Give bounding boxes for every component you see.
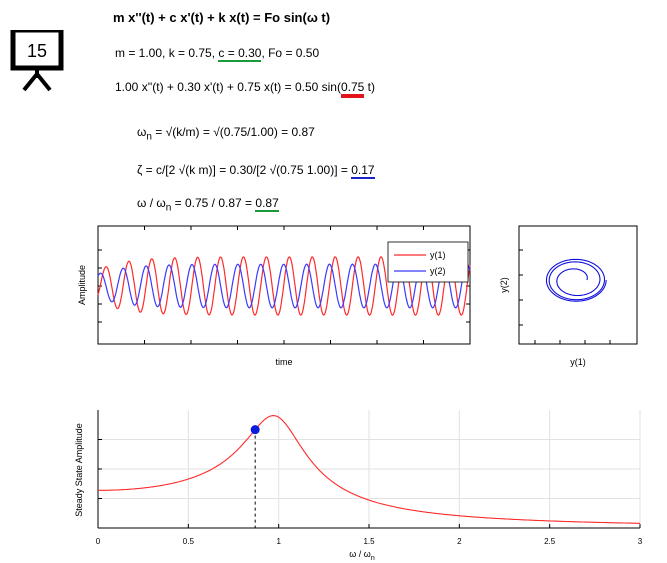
operating-point-marker [250, 425, 260, 435]
phase-plot-frame [518, 225, 638, 345]
params-suffix: , Fo = 0.50 [261, 46, 320, 60]
frequency-ratio-line: ω / ωn = 0.75 / 0.87 = 0.87 [137, 196, 279, 213]
zeta-expression: ζ = c/[2 √(k m)] = 0.30/[2 √(0.75 1.00)]… [137, 163, 352, 177]
ratio-subscript: n [165, 202, 172, 214]
wn-subscript: n [146, 131, 152, 143]
ss-x-label-main: ω / ω [349, 549, 371, 559]
ratio-value: 0.87 [255, 196, 279, 212]
equation-title: m x''(t) + c x'(t) + k x(t) = Fo sin(ω t… [113, 10, 331, 25]
phase-portrait-chart: y(1) y(2) [499, 225, 638, 367]
legend-box [387, 241, 469, 283]
numeric-prefix: 1.00 x''(t) + 0.30 x'(t) + 0.75 x(t) = 0… [115, 80, 341, 94]
x-tick-label: 0.5 [183, 537, 195, 546]
x-tick-label: 1.5 [363, 537, 375, 546]
params-c: c = 0.30 [218, 46, 262, 62]
phase-y-label: y(2) [499, 277, 509, 293]
legend-y1-label: y(1) [430, 250, 446, 260]
time-y-label: Amplitude [77, 265, 87, 305]
ss-x-label-sub: n [371, 555, 375, 562]
legend-y2-label: y(2) [430, 266, 446, 276]
zeta-value: 0.17 [351, 163, 375, 179]
x-tick-label: 0 [96, 537, 101, 546]
numeric-equation: 1.00 x''(t) + 0.30 x'(t) + 0.75 x(t) = 0… [115, 80, 376, 98]
presentation-board-icon: 15 [10, 27, 64, 92]
x-tick-label: 3 [638, 537, 643, 546]
phase-spiral-line [545, 258, 607, 302]
time-x-label: time [275, 357, 292, 367]
response-curve [98, 415, 640, 524]
steady-state-x-ticks: 0 0.5 1 1.5 2 2.5 3 [96, 524, 643, 546]
phase-x-label: y(1) [570, 357, 586, 367]
x-tick-label: 1 [276, 537, 281, 546]
wn-symbol: ω [137, 125, 147, 139]
steady-state-chart: 0 0.5 1 1.5 2 2.5 3 Steady State Amplitude ω /… [74, 410, 643, 562]
time-response-chart: y(1) y(2) time Amplitude [77, 225, 471, 367]
ss-y-label: Steady State Amplitude [74, 423, 84, 517]
damping-ratio-line: ζ = c/[2 √(k m)] = 0.30/[2 √(0.75 1.00)]… [137, 163, 375, 179]
badge-number: 15 [27, 41, 47, 61]
x-tick-label: 2.5 [544, 537, 556, 546]
phase-plot-ticks [519, 249, 611, 344]
series-y2-line [97, 263, 471, 309]
natural-frequency-line: ωn = √(k/m) = √(0.75/1.00) = 0.87 [137, 125, 315, 142]
steady-state-grid [98, 410, 641, 528]
ss-x-label: ω / ωn [349, 549, 375, 562]
numeric-suffix: t) [364, 80, 376, 94]
numeric-omega: 0.75 [340, 80, 365, 98]
ratio-expression: = 0.75 / 0.87 = [171, 196, 256, 210]
parameters-line: m = 1.00, k = 0.75, c = 0.30, Fo = 0.50 [115, 46, 320, 62]
x-tick-label: 2 [457, 537, 462, 546]
ratio-symbol: ω / ω [137, 196, 166, 210]
params-prefix: m = 1.00, k = 0.75, [115, 46, 219, 60]
wn-expression: = √(k/m) = √(0.75/1.00) = 0.87 [151, 125, 315, 139]
